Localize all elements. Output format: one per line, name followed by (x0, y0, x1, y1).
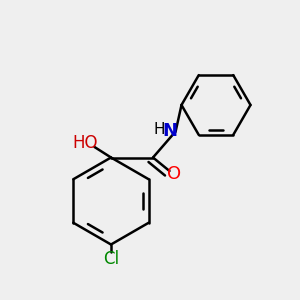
Text: H: H (153, 122, 165, 136)
Text: Cl: Cl (103, 250, 119, 268)
Text: HO: HO (73, 134, 98, 152)
Text: N: N (162, 122, 177, 140)
Text: O: O (167, 165, 181, 183)
